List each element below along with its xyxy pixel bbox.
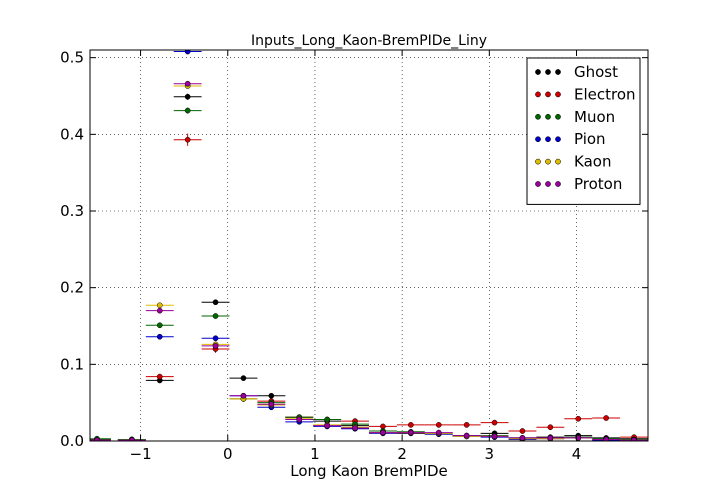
data-point — [603, 436, 609, 441]
data-point — [547, 435, 554, 441]
legend-item-ghost: Ghost — [535, 63, 618, 81]
x-tick-label: 0 — [223, 445, 233, 463]
legend-label: Muon — [574, 108, 615, 126]
legend-marker — [535, 91, 541, 98]
legend-item-pion: Pion — [535, 130, 606, 148]
legend-marker — [535, 158, 541, 165]
legend-marker — [535, 136, 541, 143]
data-point — [324, 416, 330, 423]
legend-label: Pion — [574, 130, 606, 148]
data-point — [156, 333, 163, 340]
data-point — [491, 433, 498, 440]
data-point — [240, 392, 247, 399]
x-tick-label: 3 — [485, 445, 495, 463]
data-point — [408, 429, 414, 436]
legend-marker — [555, 136, 561, 143]
legend-label: Electron — [574, 85, 636, 103]
x-tick-label: 4 — [572, 445, 582, 463]
data-point — [212, 335, 219, 342]
legend-item-kaon: Kaon — [535, 153, 611, 171]
data-point — [184, 107, 191, 114]
data-point — [603, 415, 610, 421]
data-point — [435, 422, 442, 428]
data-point — [212, 313, 219, 319]
data-point — [268, 392, 275, 399]
legend-marker — [545, 69, 551, 75]
legend: Ghost Electron Muon Pion Kaon Proton — [526, 57, 641, 205]
legend-marker — [555, 91, 561, 98]
x-axis-label: Long Kaon BremPIDe — [290, 462, 448, 480]
plot-marks — [90, 50, 648, 441]
data-point — [463, 422, 470, 428]
plot-frame — [89, 49, 649, 442]
series-proton — [90, 80, 648, 441]
data-point — [156, 373, 163, 380]
legend-marker — [555, 181, 561, 187]
ticks: −1 0 1 2 3 4 0.0 0.1 0.2 0.3 0.4 0.5 — [60, 49, 648, 463]
legend-marker — [545, 136, 551, 143]
legend-marker — [535, 113, 541, 120]
y-tick-label: 0.2 — [60, 279, 84, 297]
y-tick-label: 0.1 — [60, 355, 84, 373]
data-point — [435, 429, 442, 436]
data-point — [380, 429, 386, 436]
data-point — [631, 437, 637, 441]
y-tick-label: 0.5 — [60, 49, 84, 67]
x-tick-label: −1 — [130, 445, 152, 463]
data-point — [463, 432, 470, 439]
legend-marker — [545, 158, 551, 165]
data-point — [184, 80, 191, 87]
data-point — [547, 424, 554, 431]
data-point — [156, 307, 163, 314]
data-point — [268, 401, 275, 408]
chart-title: Inputs_Long_Kaon-BremPIDe_Liny — [251, 33, 487, 49]
data-point — [240, 375, 247, 381]
legend-item-electron: Electron — [535, 85, 636, 103]
data-point — [212, 343, 219, 349]
legend-marker — [555, 113, 561, 120]
data-point — [575, 415, 582, 422]
data-point — [324, 422, 330, 429]
legend-item-muon: Muon — [535, 108, 615, 126]
x-tick-label: 2 — [397, 445, 407, 463]
legend-marker — [545, 91, 551, 98]
data-point — [184, 50, 191, 55]
data-point — [184, 136, 191, 143]
legend-label: Proton — [574, 175, 622, 193]
legend-marker — [535, 181, 541, 187]
y-tick-label: 0.3 — [60, 202, 84, 220]
data-point — [408, 422, 414, 428]
legend-marker — [555, 158, 561, 165]
data-point — [491, 419, 498, 426]
data-point — [156, 322, 163, 329]
y-tick-label: 0.0 — [60, 432, 84, 450]
legend-box — [526, 57, 641, 205]
legend-label: Kaon — [574, 153, 611, 171]
data-point — [129, 437, 135, 441]
legend-marker — [535, 69, 541, 75]
data-point — [184, 93, 191, 100]
data-point — [519, 435, 526, 441]
data-point — [519, 428, 526, 434]
legend-label: Ghost — [574, 63, 618, 81]
x-tick-label: 1 — [310, 445, 320, 463]
data-point — [352, 425, 358, 431]
legend-marker — [555, 69, 561, 75]
data-point — [94, 437, 100, 441]
data-point — [296, 416, 303, 423]
legend-item-proton: Proton — [535, 175, 622, 193]
y-tick-label: 0.4 — [60, 125, 84, 143]
legend-marker — [545, 113, 551, 120]
data-point — [156, 302, 163, 309]
legend-marker — [545, 181, 551, 187]
data-point — [212, 299, 219, 306]
